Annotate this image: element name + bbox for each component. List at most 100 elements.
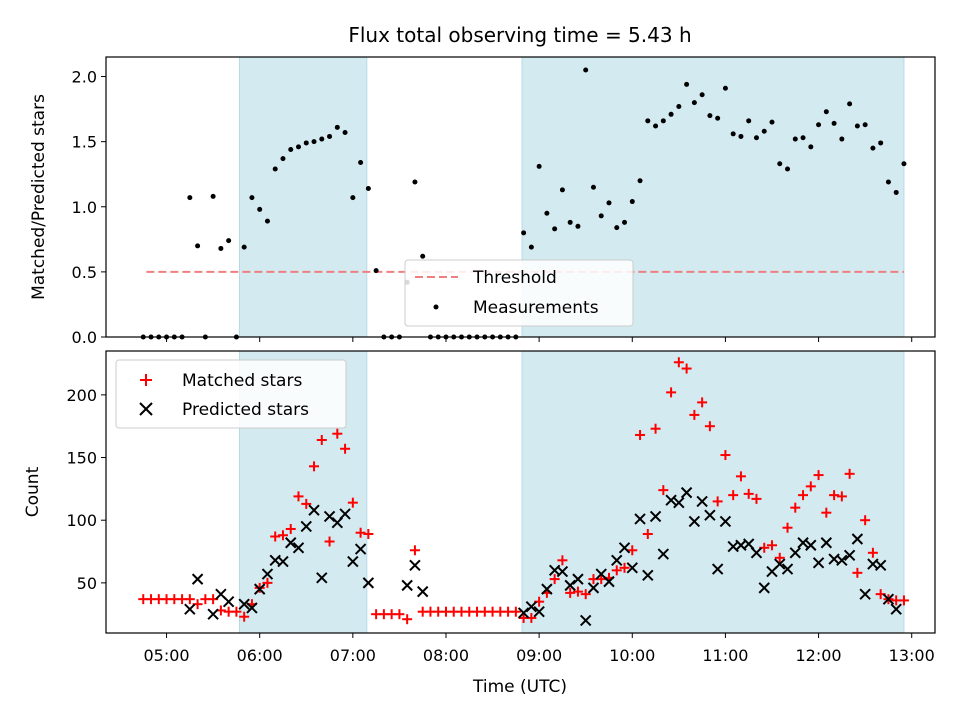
measurement-point [847, 101, 853, 107]
count-plot-frame [105, 350, 936, 634]
measurement-point [629, 199, 635, 205]
predicted-point [688, 515, 701, 528]
predicted-point [261, 568, 274, 580]
matched-point [798, 490, 809, 501]
y-tick-label: 50 [77, 574, 97, 593]
measurement-point [241, 244, 247, 250]
predicted-point [642, 569, 654, 582]
measurement-point [699, 92, 705, 98]
matched-point [402, 614, 413, 625]
measurement-point [769, 119, 775, 125]
measurement-point [311, 139, 317, 145]
predicted-point [874, 559, 887, 572]
predicted-point [890, 603, 902, 615]
x-tick-label: 10:00 [609, 646, 655, 665]
count-legend: Matched stars Predicted stars [115, 359, 347, 429]
predicted-point [316, 572, 328, 584]
predicted-point [719, 515, 732, 528]
matched-point [239, 611, 250, 622]
matched-point [355, 527, 366, 538]
predicted-point [416, 585, 429, 598]
predicted-point [673, 496, 685, 509]
legend-matched-label: Matched stars [182, 371, 302, 391]
measurement-point [800, 135, 806, 141]
matched-point [658, 485, 669, 496]
matched-point [642, 528, 653, 539]
measurement-point [862, 122, 868, 128]
measurement-point [249, 195, 255, 201]
measurement-point [893, 189, 899, 195]
measurement-point [660, 118, 666, 124]
count-y-axis-label: Count [23, 466, 43, 517]
measurement-point [521, 230, 527, 236]
matched-point [277, 530, 288, 541]
matched-point [619, 562, 630, 573]
predicted-point [851, 533, 864, 545]
measurement-point [622, 219, 628, 225]
predicted-point [362, 577, 375, 589]
matched-point [324, 536, 335, 547]
measurement-point [257, 206, 263, 212]
matched-point [596, 574, 607, 585]
matched-point [867, 547, 878, 558]
predicted-point [711, 563, 724, 575]
measurements-series [140, 67, 907, 340]
matched-point [565, 587, 576, 598]
measurement-point [296, 144, 302, 150]
predicted-point [603, 575, 615, 588]
measurement-point [722, 85, 728, 91]
y-tick-label: 100 [66, 511, 97, 530]
measurement-point [528, 244, 534, 250]
matched-point [409, 545, 420, 556]
measurement-point [614, 225, 620, 231]
measurement-point [901, 161, 907, 167]
measurement-point [319, 136, 325, 142]
predicted-point [781, 563, 794, 575]
measurement-point [707, 113, 713, 119]
predicted-point [836, 554, 848, 567]
matched-point [285, 523, 296, 534]
predicted-point [579, 614, 592, 627]
predicted-point [246, 602, 258, 614]
measurement-point [536, 163, 542, 169]
predicted-point [354, 543, 367, 555]
predicted-point [572, 573, 584, 585]
measurement-point [567, 219, 573, 225]
count-panel: 50 100 150 200 05:00 06:00 07:00 08:00 09:00 10:… [23, 350, 936, 697]
matched-point [860, 515, 871, 526]
measurement-point [559, 187, 565, 193]
matched-point [844, 468, 855, 479]
predicted-point [517, 607, 530, 619]
predicted-point [680, 486, 693, 499]
matched-stars-series [138, 357, 909, 625]
matched-point [666, 387, 677, 398]
predicted-point [665, 494, 677, 506]
predicted-point [587, 582, 600, 594]
measurement-point [358, 159, 364, 165]
measurement-point [777, 161, 783, 167]
matched-point [572, 586, 583, 597]
matched-point [184, 594, 195, 605]
measurement-point [552, 226, 558, 232]
measurement-point [272, 166, 278, 172]
ratio-plot-frame [105, 56, 936, 338]
chart-title: Flux total observing time = 5.43 h [348, 23, 691, 47]
predicted-point [525, 600, 538, 613]
legend-predicted-swatch [139, 402, 153, 416]
matched-point [673, 357, 684, 368]
measurement-point [753, 135, 759, 141]
x-tick-label: 12:00 [796, 646, 842, 665]
matched-point [309, 461, 320, 472]
matched-point [898, 595, 909, 606]
matched-point [704, 421, 715, 432]
measurement-point [823, 109, 829, 115]
measurement-point [885, 179, 891, 185]
measurement-point [412, 179, 418, 185]
measurement-point [746, 118, 752, 124]
matched-point [689, 409, 700, 420]
matched-point [316, 434, 327, 445]
measurement-point [195, 243, 201, 249]
ratio-y-axis: 0.0 0.5 1.0 1.5 2.0 [72, 68, 106, 347]
x-tick-label: 13:00 [889, 646, 935, 665]
matched-point [347, 497, 358, 508]
